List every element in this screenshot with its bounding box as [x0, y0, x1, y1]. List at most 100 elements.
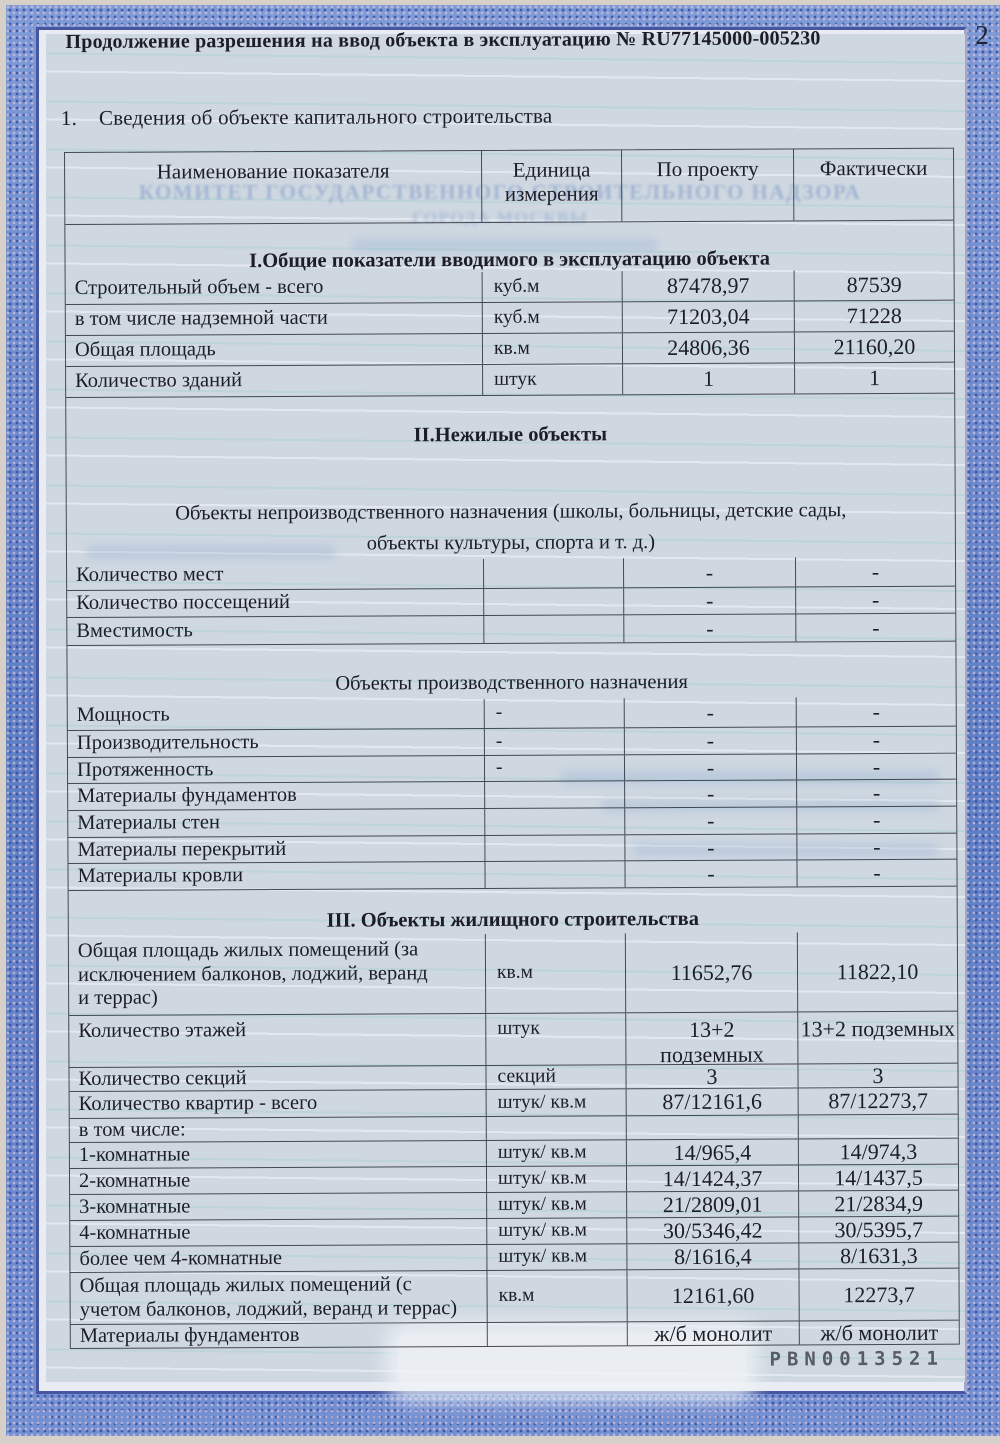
row-unit-cell: [485, 1116, 626, 1140]
row-project-cell: -: [623, 614, 796, 643]
row-project-cell: [625, 1115, 798, 1140]
row-actual-cell: ж/б монолит: [798, 1320, 959, 1345]
row-name-cell: Материалы стен: [77, 811, 220, 835]
row-name-cell: Мощность: [76, 703, 170, 726]
row-actual-cell: -: [795, 586, 956, 614]
row-unit-cell: штук/ кв.м: [485, 1089, 626, 1116]
row-name-cell: Протяженность: [76, 757, 214, 781]
row-unit-cell: куб.м: [481, 271, 622, 302]
table-header-row: Наименование показателя Единица измерения…: [65, 148, 954, 225]
row-unit-cell: -: [483, 698, 624, 728]
row-unit-cell: [486, 1322, 627, 1346]
row-unit-cell: [484, 781, 625, 808]
row-actual-cell: 30/5395,7: [798, 1216, 959, 1243]
row-project-cell: 87478,97: [621, 270, 794, 302]
row-unit-cell: куб.м: [481, 302, 622, 333]
row-name-cell: в том числе:: [78, 1118, 186, 1141]
document-body-area: [46, 34, 965, 1382]
row-name-cell: Вместимость: [76, 619, 193, 642]
row-name-cell: Общая площадь: [74, 338, 216, 362]
row-unit-cell: кв.м: [486, 1270, 627, 1322]
table-row: Производительность - - -: [67, 726, 956, 758]
table-row: Количество зданий штук 1 1: [66, 362, 955, 398]
row-unit-cell: -: [483, 755, 625, 781]
table-row: Материалы кровли - -: [68, 859, 957, 891]
row-actual-cell: -: [794, 556, 956, 587]
row-project-cell: 24806,36: [621, 332, 795, 364]
row-project-cell: 1: [622, 363, 795, 395]
row-name-cell: в том числе надземной части: [74, 306, 328, 331]
row-actual-cell: 14/974,3: [797, 1138, 958, 1165]
row-project-cell: 21/2809,01: [626, 1191, 799, 1218]
row-project-cell: -: [623, 727, 796, 755]
table-section-title: II.Нежилые объекты: [413, 423, 608, 447]
row-name-cell: Материалы кровли: [77, 864, 244, 888]
row-name-cell: 4-комнатные: [79, 1221, 191, 1244]
table-row: Вместимость - -: [67, 613, 956, 646]
row-actual-cell: -: [795, 696, 956, 727]
row-project-cell: 30/5346,42: [626, 1217, 799, 1244]
row-name-cell: Производительность: [76, 731, 259, 755]
table-section-title: Объекты производственного назначения: [335, 670, 688, 695]
section-1-title: Сведения об объекте капитального строите…: [98, 103, 553, 130]
row-name-cell: Общая площадь жилых помещений (с учетом …: [79, 1273, 458, 1321]
row-actual-cell: 8/1631,3: [798, 1242, 959, 1269]
row-project-cell: -: [624, 860, 797, 888]
row-unit-cell: штук/ кв.м: [485, 1166, 627, 1192]
row-name-cell: Количество мест: [76, 562, 224, 586]
row-actual-cell: [797, 1114, 958, 1139]
row-actual-cell: 12273,7: [798, 1268, 959, 1321]
serial-number: PBN0013521: [769, 1347, 944, 1371]
row-name-cell: Количество квартир - всего: [78, 1091, 318, 1116]
row-project-cell: 14/1424,37: [625, 1165, 799, 1192]
row-unit-cell: [483, 615, 624, 643]
table-row: Материалы фундаментов ж/б монолит ж/б моно…: [70, 1320, 959, 1349]
row-project-cell: 11652,76: [624, 932, 798, 1013]
page-number: 2: [975, 20, 989, 50]
row-name-cell: Количество зданий: [75, 369, 243, 393]
row-unit-cell: кв.м: [484, 933, 626, 1013]
row-actual-cell: 11822,10: [796, 931, 958, 1012]
row-project-cell: 8/1616,4: [626, 1243, 799, 1270]
row-actual-cell: 14/1437,5: [797, 1164, 959, 1191]
table-row: Материалы фундаментов - -: [68, 779, 957, 811]
section-1-number: 1.: [60, 105, 78, 131]
row-project-cell: -: [623, 754, 797, 781]
row-unit-cell: [483, 588, 624, 615]
row-actual-cell: -: [795, 753, 957, 780]
row-actual-cell: 87539: [793, 269, 954, 301]
row-name-cell: более чем 4-комнатные: [79, 1246, 283, 1270]
row-actual-cell: 1: [794, 362, 955, 394]
row-actual-cell: 3: [797, 1063, 958, 1088]
column-header: Наименование показателя: [156, 158, 390, 184]
row-project-cell: 3: [625, 1064, 798, 1089]
row-project-cell: 14/965,4: [625, 1139, 798, 1166]
row-actual-cell: -: [796, 779, 957, 807]
row-actual-cell: -: [796, 806, 957, 834]
table-section-title: Объекты непроизводственного назначения (…: [175, 498, 847, 555]
row-actual-cell: 21/2834,9: [798, 1190, 959, 1217]
table-row: Количество этажей штук 13+2 подземных 13+2 …: [69, 1011, 958, 1068]
row-actual-cell: -: [795, 726, 956, 754]
row-unit-cell: штук/ кв.м: [485, 1140, 626, 1166]
table-row: Количество поссещений - -: [67, 586, 956, 618]
table-row: Общая площадь жилых помещений (за исключ…: [68, 931, 958, 1016]
column-header: Единица измерения: [480, 150, 622, 222]
row-name-cell: 1-комнатные: [78, 1143, 191, 1166]
column-header: Фактически: [792, 148, 954, 221]
row-unit-cell: [484, 835, 625, 861]
row-actual-cell: 13+2 подземных: [797, 1011, 958, 1064]
row-project-cell: 13+2 подземных: [625, 1012, 798, 1065]
row-unit-cell: штук: [485, 1013, 626, 1065]
row-unit-cell: [484, 808, 625, 835]
row-name-cell: Материалы перекрытий: [77, 837, 287, 861]
row-project-cell: -: [623, 587, 796, 615]
row-unit-cell: [484, 861, 625, 888]
row-name-cell: 3-комнатные: [79, 1195, 191, 1218]
row-project-cell: -: [624, 807, 797, 835]
table-row: Общая площадь жилых помещений (с учетом …: [70, 1268, 959, 1325]
table-row: Количество квартир - всего штук/ кв.м 87/1…: [69, 1087, 958, 1119]
row-actual-cell: -: [796, 859, 957, 887]
